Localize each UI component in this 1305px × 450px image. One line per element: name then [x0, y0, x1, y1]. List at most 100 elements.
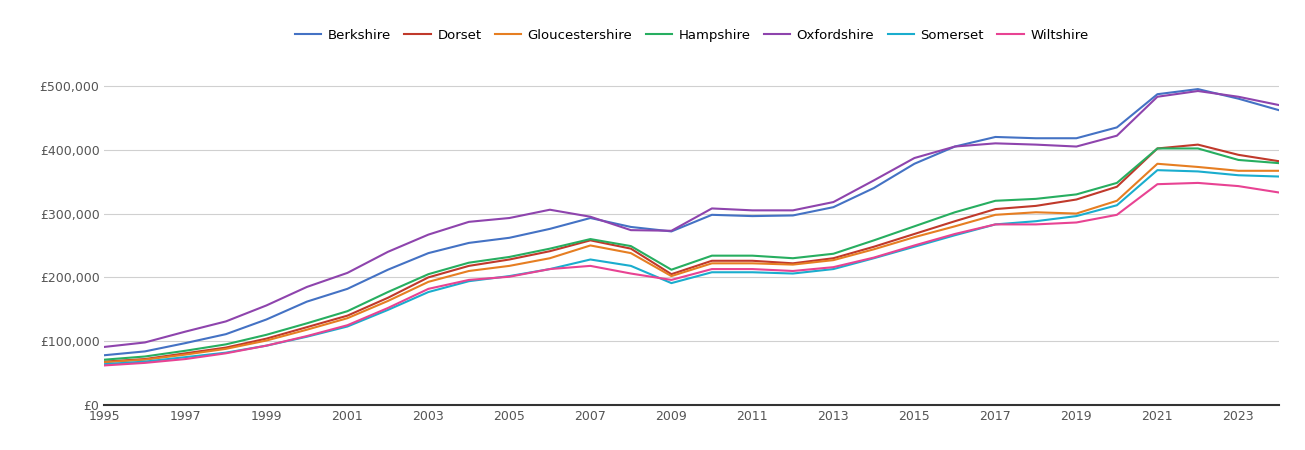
- Gloucestershire: [339, 315, 355, 321]
- Somerset: [988, 222, 1004, 227]
- Somerset: [501, 274, 517, 279]
- Berkshire: [177, 340, 193, 346]
- Hampshire: [663, 267, 679, 272]
- Berkshire: [1231, 96, 1246, 101]
- Somerset: [663, 280, 679, 286]
- Wiltshire: [1109, 212, 1125, 217]
- Somerset: [826, 266, 842, 272]
- Hampshire: [705, 253, 720, 258]
- Berkshire: [380, 267, 395, 272]
- Gloucestershire: [826, 257, 842, 263]
- Wiltshire: [1069, 220, 1084, 225]
- Hampshire: [622, 243, 638, 249]
- Wiltshire: [258, 343, 274, 348]
- Wiltshire: [786, 268, 801, 274]
- Gloucestershire: [218, 346, 234, 351]
- Wiltshire: [826, 265, 842, 270]
- Oxfordshire: [745, 207, 761, 213]
- Gloucestershire: [705, 261, 720, 266]
- Dorset: [461, 263, 476, 269]
- Dorset: [97, 359, 112, 364]
- Hampshire: [582, 236, 598, 242]
- Line: Berkshire: Berkshire: [104, 89, 1279, 355]
- Dorset: [1028, 203, 1044, 209]
- Oxfordshire: [501, 215, 517, 220]
- Berkshire: [137, 349, 153, 354]
- Oxfordshire: [826, 199, 842, 205]
- Berkshire: [461, 240, 476, 246]
- Oxfordshire: [177, 329, 193, 334]
- Hampshire: [867, 238, 882, 243]
- Berkshire: [218, 332, 234, 337]
- Wiltshire: [582, 263, 598, 269]
- Wiltshire: [663, 277, 679, 283]
- Somerset: [745, 270, 761, 275]
- Oxfordshire: [380, 249, 395, 255]
- Oxfordshire: [1150, 94, 1165, 99]
- Line: Wiltshire: Wiltshire: [104, 183, 1279, 365]
- Oxfordshire: [1231, 94, 1246, 99]
- Wiltshire: [988, 222, 1004, 227]
- Berkshire: [786, 213, 801, 218]
- Berkshire: [907, 161, 923, 166]
- Dorset: [705, 258, 720, 263]
- Oxfordshire: [137, 340, 153, 345]
- Gloucestershire: [177, 352, 193, 357]
- Wiltshire: [380, 305, 395, 310]
- Wiltshire: [339, 323, 355, 328]
- Hampshire: [137, 354, 153, 359]
- Dorset: [501, 257, 517, 262]
- Hampshire: [1190, 146, 1206, 151]
- Hampshire: [97, 357, 112, 362]
- Gloucestershire: [988, 212, 1004, 217]
- Dorset: [380, 295, 395, 301]
- Somerset: [299, 334, 315, 339]
- Wiltshire: [97, 363, 112, 368]
- Hampshire: [988, 198, 1004, 203]
- Somerset: [137, 359, 153, 364]
- Somerset: [461, 279, 476, 284]
- Dorset: [218, 345, 234, 350]
- Dorset: [786, 261, 801, 266]
- Wiltshire: [137, 360, 153, 365]
- Oxfordshire: [258, 303, 274, 308]
- Somerset: [339, 324, 355, 329]
- Hampshire: [1150, 146, 1165, 151]
- Somerset: [177, 355, 193, 360]
- Dorset: [1271, 158, 1287, 164]
- Oxfordshire: [988, 141, 1004, 146]
- Gloucestershire: [461, 268, 476, 274]
- Hampshire: [258, 332, 274, 338]
- Wiltshire: [1028, 222, 1044, 227]
- Line: Hampshire: Hampshire: [104, 148, 1279, 360]
- Somerset: [380, 307, 395, 313]
- Legend: Berkshire, Dorset, Gloucestershire, Hampshire, Oxfordshire, Somerset, Wiltshire: Berkshire, Dorset, Gloucestershire, Hamp…: [290, 23, 1094, 47]
- Wiltshire: [947, 231, 963, 237]
- Wiltshire: [420, 286, 436, 292]
- Somerset: [1190, 169, 1206, 174]
- Wiltshire: [907, 243, 923, 248]
- Gloucestershire: [786, 262, 801, 267]
- Hampshire: [1028, 196, 1044, 202]
- Gloucestershire: [542, 256, 557, 261]
- Gloucestershire: [1069, 211, 1084, 216]
- Somerset: [705, 270, 720, 275]
- Wiltshire: [177, 356, 193, 362]
- Wiltshire: [1231, 184, 1246, 189]
- Dorset: [1150, 146, 1165, 151]
- Gloucestershire: [1028, 210, 1044, 215]
- Hampshire: [826, 251, 842, 256]
- Gloucestershire: [867, 247, 882, 252]
- Hampshire: [420, 271, 436, 277]
- Gloucestershire: [258, 338, 274, 343]
- Berkshire: [97, 352, 112, 358]
- Oxfordshire: [420, 232, 436, 237]
- Oxfordshire: [867, 178, 882, 183]
- Berkshire: [867, 185, 882, 191]
- Line: Oxfordshire: Oxfordshire: [104, 91, 1279, 347]
- Hampshire: [380, 289, 395, 295]
- Berkshire: [663, 229, 679, 234]
- Oxfordshire: [705, 206, 720, 211]
- Berkshire: [258, 317, 274, 322]
- Somerset: [1109, 202, 1125, 208]
